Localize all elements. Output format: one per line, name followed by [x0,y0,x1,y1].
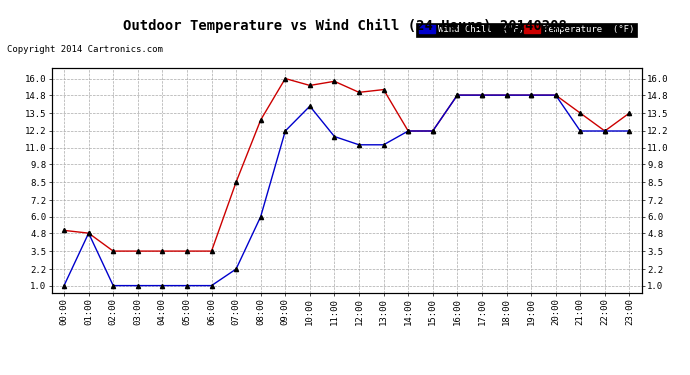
Text: Copyright 2014 Cartronics.com: Copyright 2014 Cartronics.com [7,45,163,54]
Text: Outdoor Temperature vs Wind Chill (24 Hours) 20140208: Outdoor Temperature vs Wind Chill (24 Ho… [123,19,567,33]
Legend: Wind Chill  (°F), Temperature  (°F): Wind Chill (°F), Temperature (°F) [417,22,637,37]
